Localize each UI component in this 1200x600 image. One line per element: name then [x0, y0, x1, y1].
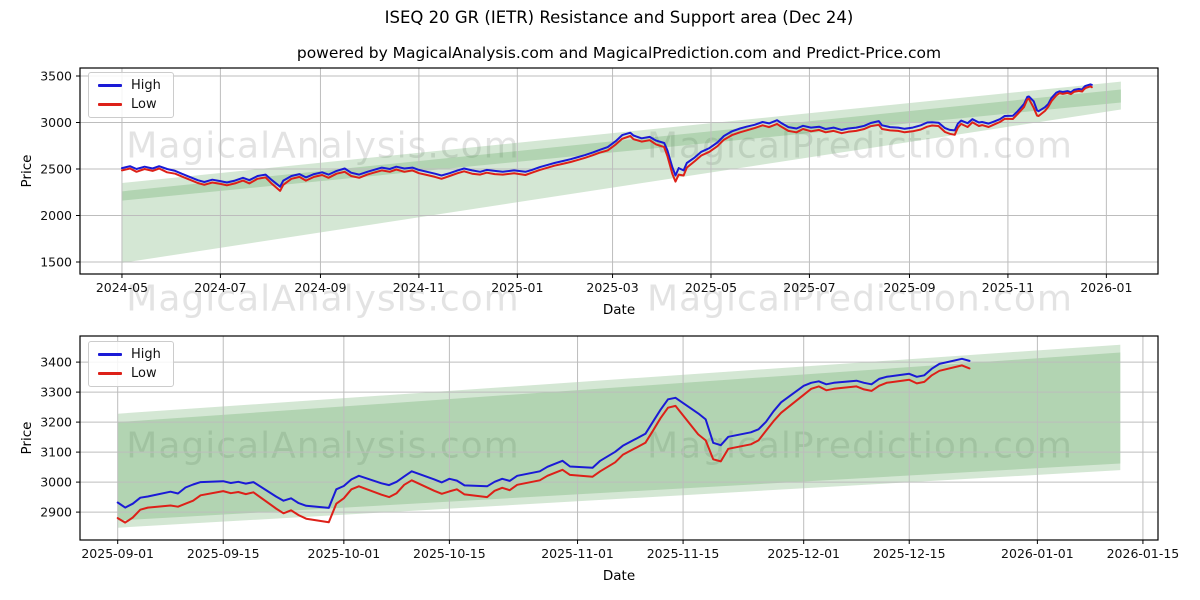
- bottom-chart: 2025-09-01 2025-09-15 2025-10-01 2025-10-15…: [40, 335, 1180, 561]
- axes-border: [79, 67, 1159, 275]
- low-line: [116, 364, 971, 524]
- x-tick-label: 2025-01: [491, 280, 543, 295]
- y-tick-label: 3300: [40, 385, 72, 400]
- legend-item-low: Low: [98, 367, 164, 380]
- high-line-swatch: [98, 84, 122, 87]
- y-tick-label: 1500: [40, 255, 72, 270]
- axes-border: [79, 335, 1159, 541]
- bottom-chart-x-axis-label: Date: [602, 568, 636, 584]
- x-tick-label: 2024-07: [194, 280, 246, 295]
- y-tick-label: 2000: [40, 208, 72, 223]
- watermark-text: MagicalAnalysis.com: [126, 125, 520, 167]
- x-tick-label: 2025-10-15: [413, 546, 486, 561]
- bottom-chart-legend: High Low: [88, 341, 174, 387]
- x-tick-label: 2024-09: [294, 280, 346, 295]
- top-chart-legend: High Low: [88, 72, 174, 118]
- y-tick-label: 3200: [40, 415, 72, 430]
- low-line-swatch: [98, 372, 122, 375]
- y-tick-label: 2900: [40, 505, 72, 520]
- x-tick-label: 2025-07: [783, 280, 835, 295]
- x-tick-label: 2026-01-01: [1001, 546, 1074, 561]
- top-chart-y-axis-label: Price: [19, 154, 35, 188]
- x-tick-label: 2025-11-01: [541, 546, 614, 561]
- y-tick-label: 2500: [40, 162, 72, 177]
- figure-subtitle: powered by MagicalAnalysis.com and Magic…: [296, 44, 942, 62]
- low-line-swatch: [98, 103, 122, 106]
- x-tick-label: 2025-11-15: [647, 546, 720, 561]
- high-line: [121, 83, 1093, 188]
- high-line-swatch: [98, 353, 122, 356]
- support-resistance-band: [117, 352, 1121, 528]
- legend-item-high: High: [98, 79, 164, 92]
- y-tick-label: 3400: [40, 355, 72, 370]
- x-tick-label: 2025-03: [586, 280, 638, 295]
- bottom-chart-y-axis-label: Price: [19, 421, 35, 455]
- x-tick-label: 2025-10-01: [308, 546, 381, 561]
- x-tick-label: 2025-09: [883, 280, 935, 295]
- x-tick-label: 2025-09-15: [187, 546, 260, 561]
- watermark-text: MagicalPrediction.com: [647, 278, 1073, 320]
- top-chart-x-axis-label: Date: [602, 302, 636, 318]
- legend-item-low: Low: [98, 98, 164, 111]
- figure-title: ISEQ 20 GR (IETR) Resistance and Support…: [384, 8, 854, 27]
- x-tick-label: 2025-09-01: [81, 546, 154, 561]
- watermark-text: MagicalAnalysis.com: [126, 278, 520, 320]
- support-resistance-band: [121, 89, 1121, 263]
- x-tick-label: 2026-01: [1080, 280, 1132, 295]
- x-tick-label: 2025-05: [685, 280, 737, 295]
- legend-label-low: Low: [131, 366, 157, 381]
- x-tick-label: 2024-11: [393, 280, 445, 295]
- top-chart: 2024-05 2024-07 2024-09 2024-11 2025-01 2025-…: [40, 67, 1159, 295]
- legend-label-high: High: [131, 78, 161, 93]
- low-line: [121, 85, 1093, 192]
- x-tick-label: 2025-11: [982, 280, 1034, 295]
- y-tick-label: 3500: [40, 68, 72, 83]
- support-resistance-band: [117, 344, 1121, 521]
- x-tick-label: 2026-01-15: [1107, 546, 1180, 561]
- legend-item-high: High: [98, 348, 164, 361]
- high-line: [116, 357, 971, 509]
- x-tick-label: 2024-05: [96, 280, 148, 295]
- x-tick-label: 2025-12-15: [873, 546, 946, 561]
- y-tick-label: 3000: [40, 115, 72, 130]
- watermark-text: MagicalAnalysis.com: [126, 426, 519, 467]
- legend-label-low: Low: [131, 97, 157, 112]
- y-tick-label: 3100: [40, 445, 72, 460]
- x-tick-label: 2025-12-01: [767, 546, 840, 561]
- y-tick-label: 3000: [40, 475, 72, 490]
- legend-label-high: High: [131, 347, 161, 362]
